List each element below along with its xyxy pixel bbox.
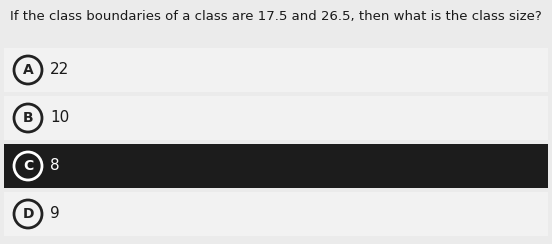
Text: 8: 8	[50, 159, 60, 173]
Circle shape	[14, 56, 42, 84]
Bar	[4, 144, 548, 188]
Text: 10: 10	[50, 111, 69, 125]
Text: D: D	[22, 207, 34, 221]
Circle shape	[14, 200, 42, 228]
Text: A: A	[23, 63, 33, 77]
Text: 22: 22	[50, 62, 69, 78]
Text: 9: 9	[50, 206, 60, 222]
Text: If the class boundaries of a class are 17.5 and 26.5, then what is the class siz: If the class boundaries of a class are 1…	[10, 10, 542, 23]
Circle shape	[14, 104, 42, 132]
Bar	[4, 96, 548, 140]
Circle shape	[14, 152, 42, 180]
Text: C: C	[23, 159, 33, 173]
Text: B: B	[23, 111, 33, 125]
Bar	[4, 48, 548, 92]
Bar	[4, 192, 548, 236]
